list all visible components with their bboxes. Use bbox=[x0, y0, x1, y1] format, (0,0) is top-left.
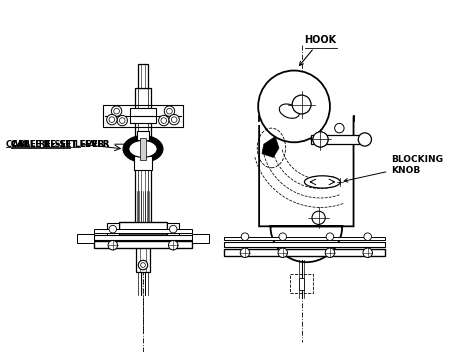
Circle shape bbox=[107, 114, 117, 125]
Bar bbox=[290, 274, 313, 293]
Text: HOOK: HOOK bbox=[299, 35, 337, 66]
Bar bbox=[104, 105, 183, 127]
Bar bbox=[254, 97, 349, 125]
Polygon shape bbox=[259, 116, 354, 262]
Ellipse shape bbox=[123, 136, 163, 162]
Ellipse shape bbox=[279, 104, 299, 118]
Ellipse shape bbox=[305, 176, 340, 188]
Circle shape bbox=[171, 117, 177, 122]
Circle shape bbox=[312, 211, 325, 224]
Bar bbox=[224, 243, 385, 247]
Bar bbox=[77, 234, 94, 243]
Circle shape bbox=[292, 95, 311, 114]
Circle shape bbox=[364, 233, 371, 240]
Circle shape bbox=[325, 248, 335, 257]
Circle shape bbox=[141, 263, 145, 268]
Polygon shape bbox=[262, 136, 279, 157]
Bar bbox=[138, 64, 148, 88]
Circle shape bbox=[326, 233, 334, 240]
Circle shape bbox=[258, 71, 330, 142]
Bar bbox=[94, 229, 192, 233]
Bar bbox=[119, 222, 166, 239]
Bar bbox=[224, 249, 385, 256]
Circle shape bbox=[119, 118, 125, 123]
Bar bbox=[136, 239, 149, 272]
Bar bbox=[140, 138, 146, 160]
Ellipse shape bbox=[129, 140, 157, 157]
Circle shape bbox=[168, 240, 178, 250]
Bar bbox=[134, 156, 153, 170]
Bar bbox=[107, 223, 119, 237]
Circle shape bbox=[111, 106, 122, 116]
Bar bbox=[94, 235, 192, 240]
Bar bbox=[224, 237, 385, 240]
Bar bbox=[299, 278, 305, 290]
Bar bbox=[130, 108, 156, 123]
Bar bbox=[192, 234, 209, 243]
Circle shape bbox=[313, 132, 328, 147]
Circle shape bbox=[358, 133, 371, 146]
Circle shape bbox=[240, 248, 250, 257]
Text: CABLE RE-SET LEVER: CABLE RE-SET LEVER bbox=[11, 140, 126, 149]
Text: CABLE RE-SET LEVER: CABLE RE-SET LEVER bbox=[11, 140, 109, 149]
Circle shape bbox=[363, 248, 373, 257]
Circle shape bbox=[279, 233, 287, 240]
Circle shape bbox=[138, 260, 148, 270]
Circle shape bbox=[166, 108, 172, 114]
Circle shape bbox=[108, 240, 117, 250]
Bar bbox=[137, 131, 148, 140]
Circle shape bbox=[241, 233, 249, 240]
Circle shape bbox=[164, 106, 175, 116]
Circle shape bbox=[117, 115, 127, 126]
Circle shape bbox=[278, 248, 288, 257]
Circle shape bbox=[109, 117, 115, 122]
Bar bbox=[135, 88, 151, 224]
Circle shape bbox=[109, 226, 117, 233]
Circle shape bbox=[161, 118, 166, 123]
Text: CABLE RE-SET LEVER: CABLE RE-SET LEVER bbox=[6, 140, 104, 149]
Bar bbox=[311, 135, 360, 144]
Bar bbox=[166, 223, 179, 237]
Bar bbox=[94, 241, 192, 248]
Circle shape bbox=[313, 132, 328, 147]
Circle shape bbox=[170, 226, 177, 233]
Circle shape bbox=[335, 123, 344, 133]
Text: BLOCKING
KNOB: BLOCKING KNOB bbox=[344, 155, 443, 182]
Circle shape bbox=[114, 108, 119, 114]
Circle shape bbox=[169, 114, 180, 125]
Circle shape bbox=[158, 115, 169, 126]
